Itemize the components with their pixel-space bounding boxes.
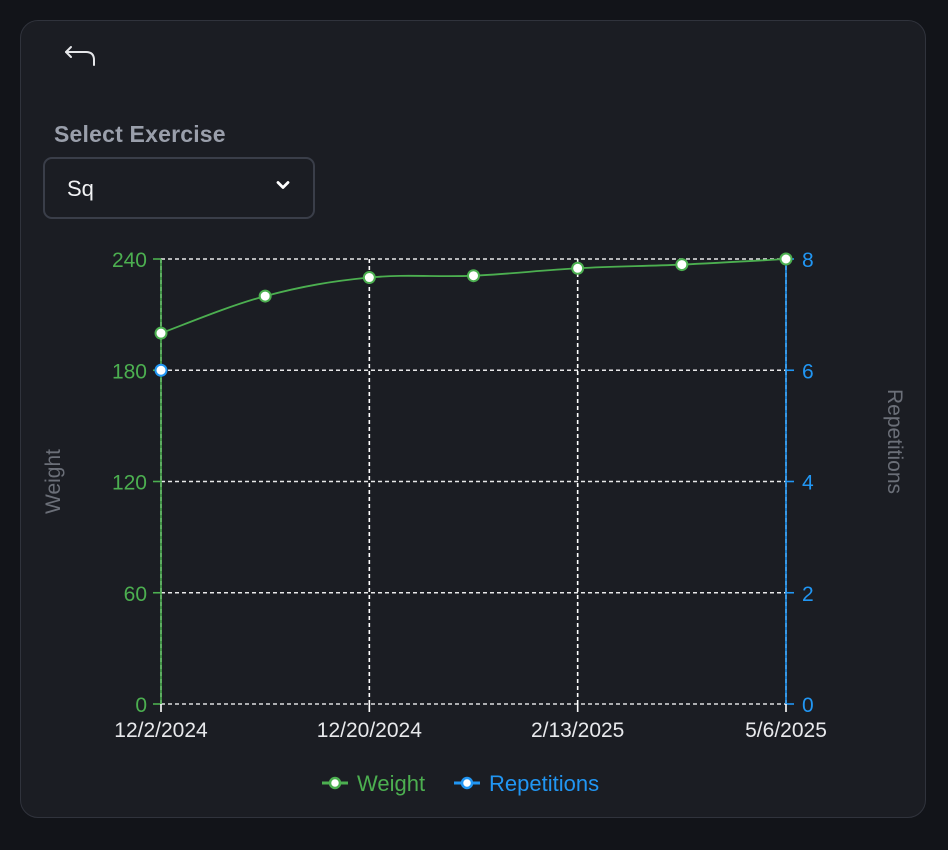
y-left-axis-title: Weight [42,449,65,514]
y-right-tick-label: 2 [802,583,814,606]
weight-data-point [467,269,480,283]
y-left-tick-label: 180 [112,360,147,383]
x-tick-label: 12/20/2024 [317,719,422,742]
exercise-select[interactable]: Sq [43,157,315,219]
legend-weight-marker-icon [328,776,342,790]
chevron-down-icon [276,181,290,189]
y-left-tick-label: 120 [112,472,147,495]
weight-data-point [362,271,376,285]
weight-data-point [675,258,689,272]
exercise-select-value: Sq [67,176,94,201]
x-tick-label: 2/13/2025 [531,719,624,742]
y-right-tick-label: 0 [802,694,814,717]
y-right-axis-title: Repetitions [883,389,906,494]
repetitions-data-point [154,363,168,377]
undo-arrow-icon [65,46,95,66]
weight-data-point [571,261,585,275]
legend-repetitions-marker-icon [460,776,474,790]
y-left-tick-label: 60 [124,583,147,606]
legend-repetitions-label: Repetitions [489,771,599,796]
y-left-tick-label: 0 [135,694,147,717]
y-left-tick-label: 240 [112,249,147,272]
x-tick-label: 5/6/2025 [745,719,827,742]
legend-item-repetitions[interactable]: Repetitions [454,771,599,796]
legend-item-weight[interactable]: Weight [322,771,425,796]
weight-data-point [258,289,272,303]
x-tick-label: 12/2/2024 [114,719,208,742]
back-button[interactable] [61,43,99,75]
weight-data-point [779,252,793,266]
y-right-tick-label: 4 [802,472,814,495]
y-right-tick-label: 6 [802,360,814,383]
y-right-tick-label: 8 [802,249,814,272]
chart-card: Select Exercise Sq [20,20,926,818]
weight-data-point [154,326,168,340]
select-exercise-label: Select Exercise [54,121,226,147]
legend-weight-label: Weight [357,771,425,796]
